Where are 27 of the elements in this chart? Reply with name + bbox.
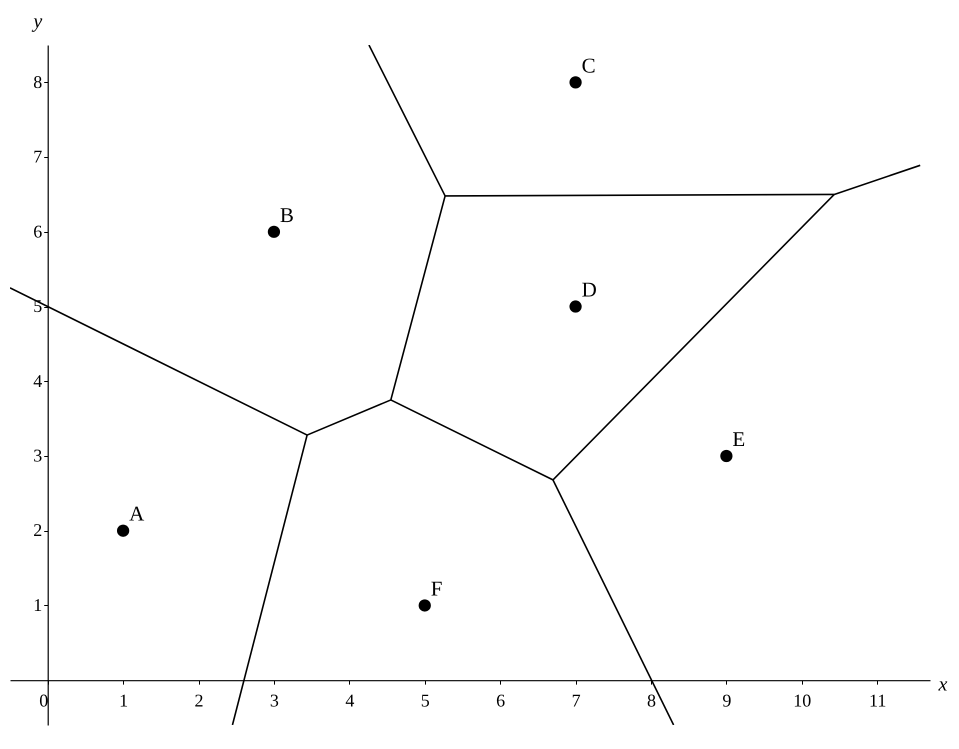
annotation: E bbox=[732, 426, 746, 451]
y-tick-label: 4 bbox=[33, 370, 42, 391]
x-tick-label: 6 bbox=[496, 690, 506, 711]
x-tick-label: 2 bbox=[194, 690, 204, 711]
x-tick-label: 9 bbox=[722, 690, 732, 711]
y-tick-label: 2 bbox=[33, 520, 42, 540]
y-tick-label: 7 bbox=[33, 146, 42, 167]
y-tick-label: 3 bbox=[33, 445, 42, 466]
x-tick-label: 0 bbox=[39, 690, 48, 711]
y-tick-label: 8 bbox=[33, 72, 42, 92]
x-tick-label: 5 bbox=[420, 690, 430, 711]
x-tick-label: 4 bbox=[345, 690, 354, 711]
annotation: C bbox=[582, 53, 596, 78]
x-tick-label: 1 bbox=[119, 690, 128, 711]
x-tick-label: 3 bbox=[270, 690, 279, 711]
annotation: B bbox=[280, 202, 294, 227]
y-tick-label: 6 bbox=[33, 221, 42, 242]
x-tick-label: 8 bbox=[646, 690, 656, 711]
x-tick-label: 11 bbox=[869, 690, 886, 711]
y-tick-label: 1 bbox=[33, 594, 42, 615]
annotation: A bbox=[129, 502, 146, 526]
x-axis-title: x bbox=[938, 674, 948, 696]
y-axis-title: y bbox=[31, 10, 42, 32]
annotation: D bbox=[582, 278, 597, 302]
annotation: F bbox=[430, 576, 442, 600]
x-tick-label: 7 bbox=[572, 690, 581, 711]
x-tick-label: 10 bbox=[793, 690, 812, 711]
